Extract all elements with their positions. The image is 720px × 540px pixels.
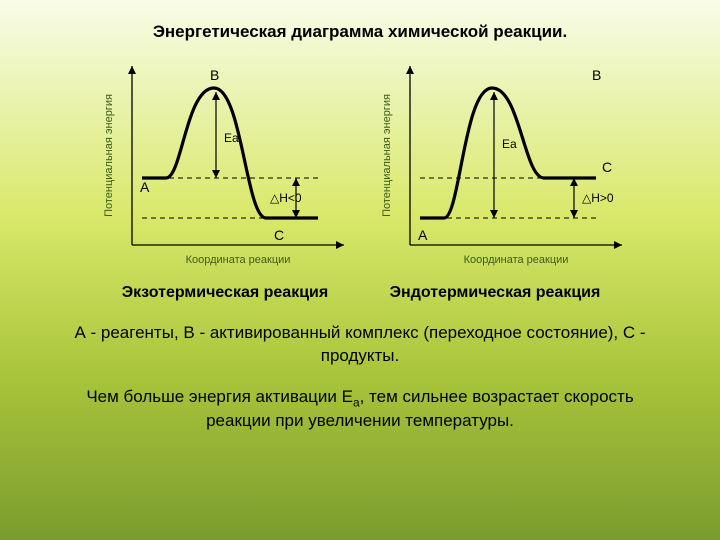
caption-endothermic: Эндотермическая реакция (370, 284, 620, 302)
caption-exothermic: Экзотермическая реакция (100, 284, 350, 302)
legend-description: А - реагенты, В - активированный комплек… (0, 322, 720, 368)
svg-text:Координата реакции: Координата реакции (186, 254, 291, 266)
svg-text:Ea: Ea (502, 137, 517, 151)
svg-text:Потенциальная энергия: Потенциальная энергия (103, 94, 115, 217)
svg-text:△H>0: △H>0 (582, 191, 614, 205)
svg-text:А: А (418, 227, 428, 243)
svg-text:С: С (602, 159, 612, 175)
svg-text:А: А (140, 179, 150, 195)
page-title: Энергетическая диаграмма химической реак… (0, 0, 720, 42)
svg-text:△H<0: △H<0 (270, 191, 302, 205)
note-pre: Чем больше энергия активации E (86, 387, 353, 406)
svg-text:В: В (592, 67, 601, 83)
svg-text:Потенциальная энергия: Потенциальная энергия (381, 94, 393, 217)
activation-note: Чем больше энергия активации Ea, тем сил… (0, 386, 720, 433)
svg-text:Ea: Ea (224, 131, 239, 145)
note-sub: a (353, 395, 360, 409)
captions-row: Экзотермическая реакция Эндотермическая … (0, 282, 720, 302)
chart-left: Потенциальная энергия Координата реакции А… (86, 50, 356, 280)
charts-row: Потенциальная энергия Координата реакции А… (0, 50, 720, 280)
svg-text:Координата реакции: Координата реакции (464, 254, 569, 266)
svg-text:С: С (274, 227, 284, 243)
svg-text:В: В (210, 67, 219, 83)
chart-right: Потенциальная энергия Координата реакции А… (364, 50, 634, 280)
